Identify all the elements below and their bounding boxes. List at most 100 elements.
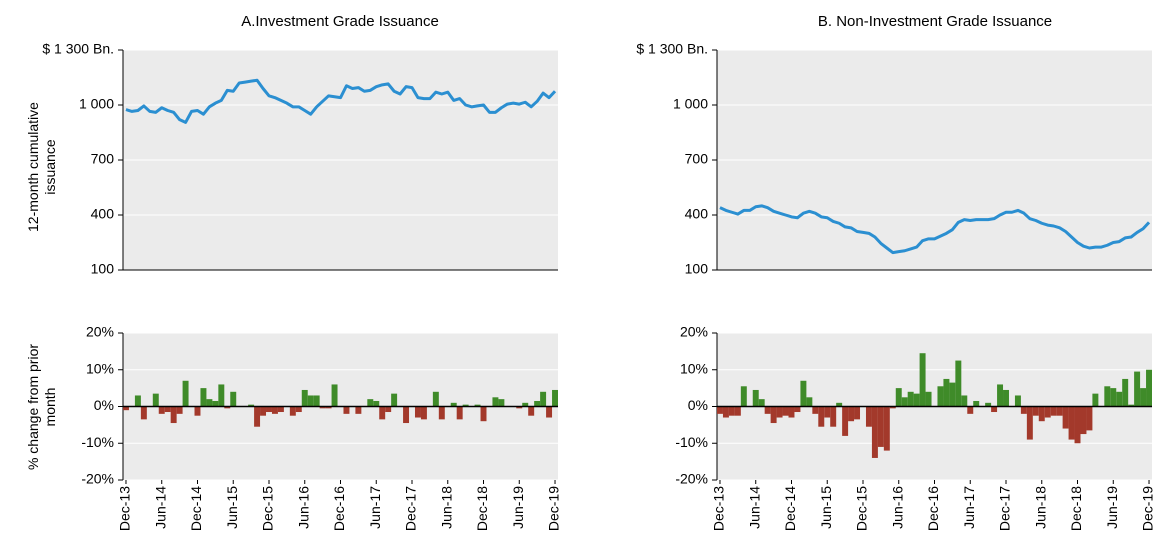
bar	[1086, 406, 1093, 431]
bar	[722, 406, 729, 418]
bar	[391, 393, 398, 407]
bar	[1038, 406, 1045, 422]
x-tick-label: Dec-17	[403, 486, 419, 531]
bar	[1026, 406, 1033, 440]
bar	[734, 406, 741, 416]
bar	[230, 391, 237, 407]
bar	[450, 402, 457, 407]
y-tick-label: 400	[685, 206, 709, 222]
bar	[991, 406, 998, 413]
bar	[176, 406, 183, 414]
x-tick-label: Jun-15	[224, 486, 240, 529]
bar	[385, 406, 392, 413]
bar	[770, 406, 777, 424]
bar	[776, 406, 783, 418]
bar	[788, 406, 795, 418]
bar	[295, 406, 302, 413]
bar	[973, 400, 980, 407]
y-tick-label: 10%	[86, 360, 114, 376]
bar	[955, 360, 962, 407]
bar	[480, 406, 487, 422]
bar	[871, 406, 878, 458]
x-tick-label: Jun-18	[1032, 486, 1048, 529]
x-tick-label: Dec-19	[1140, 486, 1156, 531]
x-tick-label: Dec-17	[997, 486, 1013, 531]
bar	[373, 400, 380, 407]
bar	[134, 395, 141, 407]
bar	[758, 399, 765, 407]
bar	[985, 402, 992, 407]
bar	[937, 386, 944, 407]
bar	[883, 406, 890, 451]
x-tick-label: Jun-18	[438, 486, 454, 529]
bar	[740, 386, 747, 407]
y-tick-label: 1 000	[79, 96, 114, 112]
bar	[818, 406, 825, 427]
bar	[1116, 391, 1123, 407]
bar	[212, 400, 219, 407]
y-tick-label: 400	[91, 206, 115, 222]
bar	[997, 384, 1004, 407]
y-tick-label: $ 1 300 Bn.	[42, 41, 114, 57]
bar	[367, 399, 374, 407]
bar	[140, 406, 147, 420]
bar	[1074, 406, 1081, 444]
bar	[414, 406, 421, 418]
chart-title: B. Non-Investment Grade Issuance	[818, 13, 1052, 30]
bar	[1128, 404, 1135, 407]
bar	[1140, 388, 1147, 407]
y-tick-label: 0%	[94, 397, 114, 413]
bar	[800, 380, 807, 407]
bar	[260, 406, 267, 416]
chart-title: A.Investment Grade Issuance	[241, 13, 439, 30]
bar	[277, 406, 284, 413]
bar	[848, 406, 855, 422]
x-tick-label: Dec-16	[925, 486, 941, 531]
bar	[717, 406, 723, 414]
bar	[943, 378, 950, 407]
bar	[752, 389, 759, 407]
bar	[728, 406, 735, 416]
x-tick-label: Jun-19	[510, 486, 526, 529]
bar	[271, 406, 278, 414]
x-tick-label: Jun-16	[889, 486, 905, 529]
bar	[522, 402, 529, 407]
bar	[325, 406, 332, 409]
x-tick-label: Dec-14	[188, 486, 204, 531]
bar	[1068, 406, 1075, 440]
bar	[313, 395, 320, 407]
bar	[498, 399, 505, 407]
y-tick-label: 700	[91, 151, 115, 167]
bar	[528, 406, 535, 416]
bar	[355, 406, 362, 414]
bar	[1110, 388, 1117, 407]
line	[125, 78, 557, 124]
y-tick-label: -20%	[81, 471, 114, 487]
bar	[949, 382, 956, 407]
bar	[194, 406, 201, 416]
bar	[967, 406, 974, 414]
bar	[812, 406, 819, 414]
bar	[456, 406, 463, 420]
bar	[889, 406, 896, 409]
bar	[901, 397, 908, 407]
bar	[432, 391, 439, 407]
bar	[1146, 369, 1152, 407]
bar	[865, 406, 872, 427]
bar	[907, 391, 914, 407]
y-tick-label: -20%	[675, 471, 708, 487]
bar	[794, 406, 801, 413]
y-tick-label: 700	[685, 151, 709, 167]
x-tick-label: Dec-16	[331, 486, 347, 531]
bar	[164, 406, 171, 413]
bar	[895, 388, 902, 407]
x-tick-label: Dec-14	[782, 486, 798, 531]
y-tick-label: 100	[685, 261, 709, 277]
bar	[552, 389, 558, 407]
y-tick-label: -10%	[81, 434, 114, 450]
y-tick-label: 20%	[680, 324, 708, 340]
line	[719, 204, 1151, 255]
x-tick-label: Dec-15	[854, 486, 870, 531]
bar	[1020, 406, 1027, 414]
